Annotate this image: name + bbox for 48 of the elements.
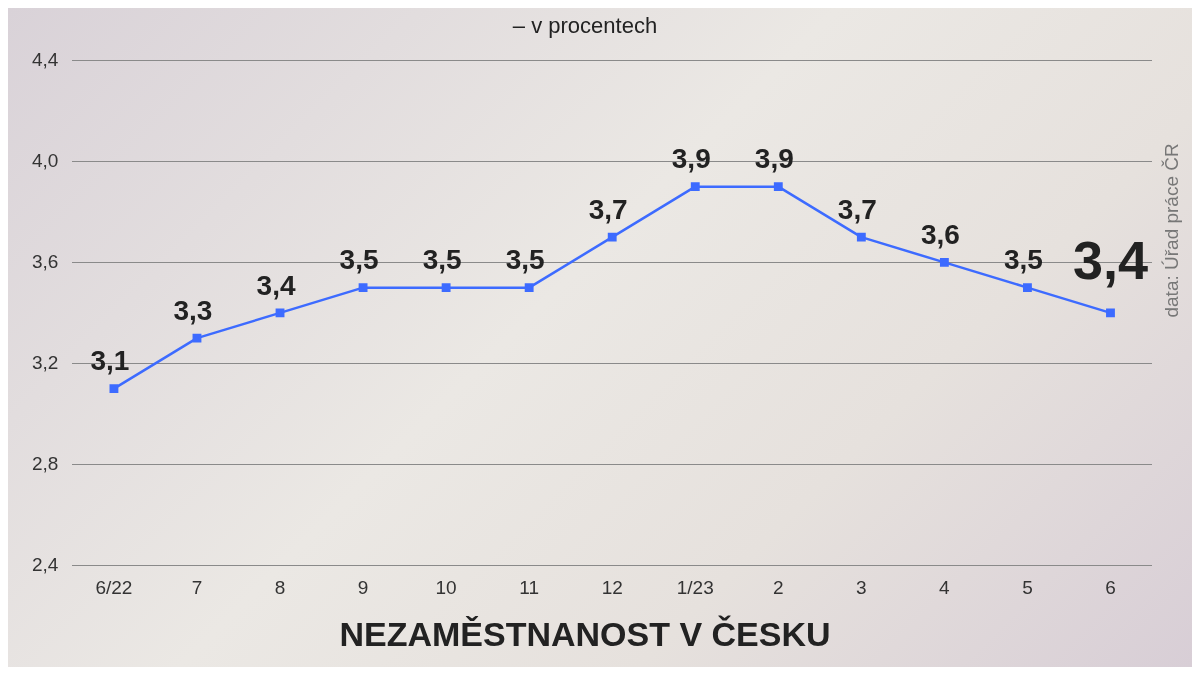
data-label: 3,3 — [173, 294, 213, 326]
point — [358, 283, 368, 293]
data-label: 3,1 — [90, 345, 130, 377]
data-label: 3,7 — [837, 193, 877, 225]
data-label: 3,5 — [339, 244, 379, 276]
point — [607, 232, 617, 242]
x-tick-label: 5 — [1022, 577, 1033, 599]
data-label: 3,9 — [671, 143, 711, 175]
point — [856, 232, 866, 242]
chart-subtitle: – v procentech — [512, 13, 658, 39]
data-label: 3,5 — [505, 244, 545, 276]
point — [690, 182, 700, 192]
point — [1023, 283, 1032, 293]
y-tick-label: 4,0 — [31, 149, 59, 171]
x-tick-label: 3 — [856, 577, 867, 599]
x-tick-label: 12 — [601, 577, 623, 599]
x-tick-label: 2 — [773, 577, 784, 599]
point — [524, 283, 534, 293]
data-label: 3,5 — [422, 244, 462, 276]
x-tick-label: 4 — [939, 577, 951, 599]
y-tick-label: 4,4 — [31, 48, 59, 70]
y-tick-label: 2,4 — [31, 553, 59, 575]
point — [1106, 308, 1115, 318]
x-tick-label: 11 — [519, 577, 540, 599]
text: NEZAMĚSTNANOST V ČESKU — [339, 614, 831, 653]
x-tick-label: 6/22 — [95, 577, 133, 599]
point — [275, 308, 285, 318]
point — [109, 384, 119, 394]
data-label: 3,4 — [256, 269, 296, 301]
x-tick-label: 10 — [435, 577, 457, 599]
point — [939, 257, 949, 267]
y-tick-label: 3,2 — [31, 351, 59, 373]
x-tick-label: 6 — [1105, 577, 1116, 599]
y-tick-label: 2,8 — [31, 452, 59, 474]
y-tick-label: 3,6 — [31, 250, 59, 272]
point — [192, 333, 202, 343]
data-label: 3,9 — [754, 143, 794, 175]
point — [441, 283, 451, 293]
point — [773, 182, 783, 192]
x-tick-label: 9 — [357, 577, 369, 599]
data-label: 3,6 — [920, 219, 960, 251]
data-label: 3,5 — [1003, 244, 1043, 276]
text: data: Úřad práce ČR — [1160, 143, 1182, 318]
data-label: 3,7 — [588, 193, 628, 225]
x-tick-label: 8 — [274, 577, 286, 599]
x-tick-label: 7 — [191, 577, 203, 599]
data-label: 3,4 — [1072, 229, 1149, 290]
x-tick-label: 1/23 — [676, 577, 714, 599]
